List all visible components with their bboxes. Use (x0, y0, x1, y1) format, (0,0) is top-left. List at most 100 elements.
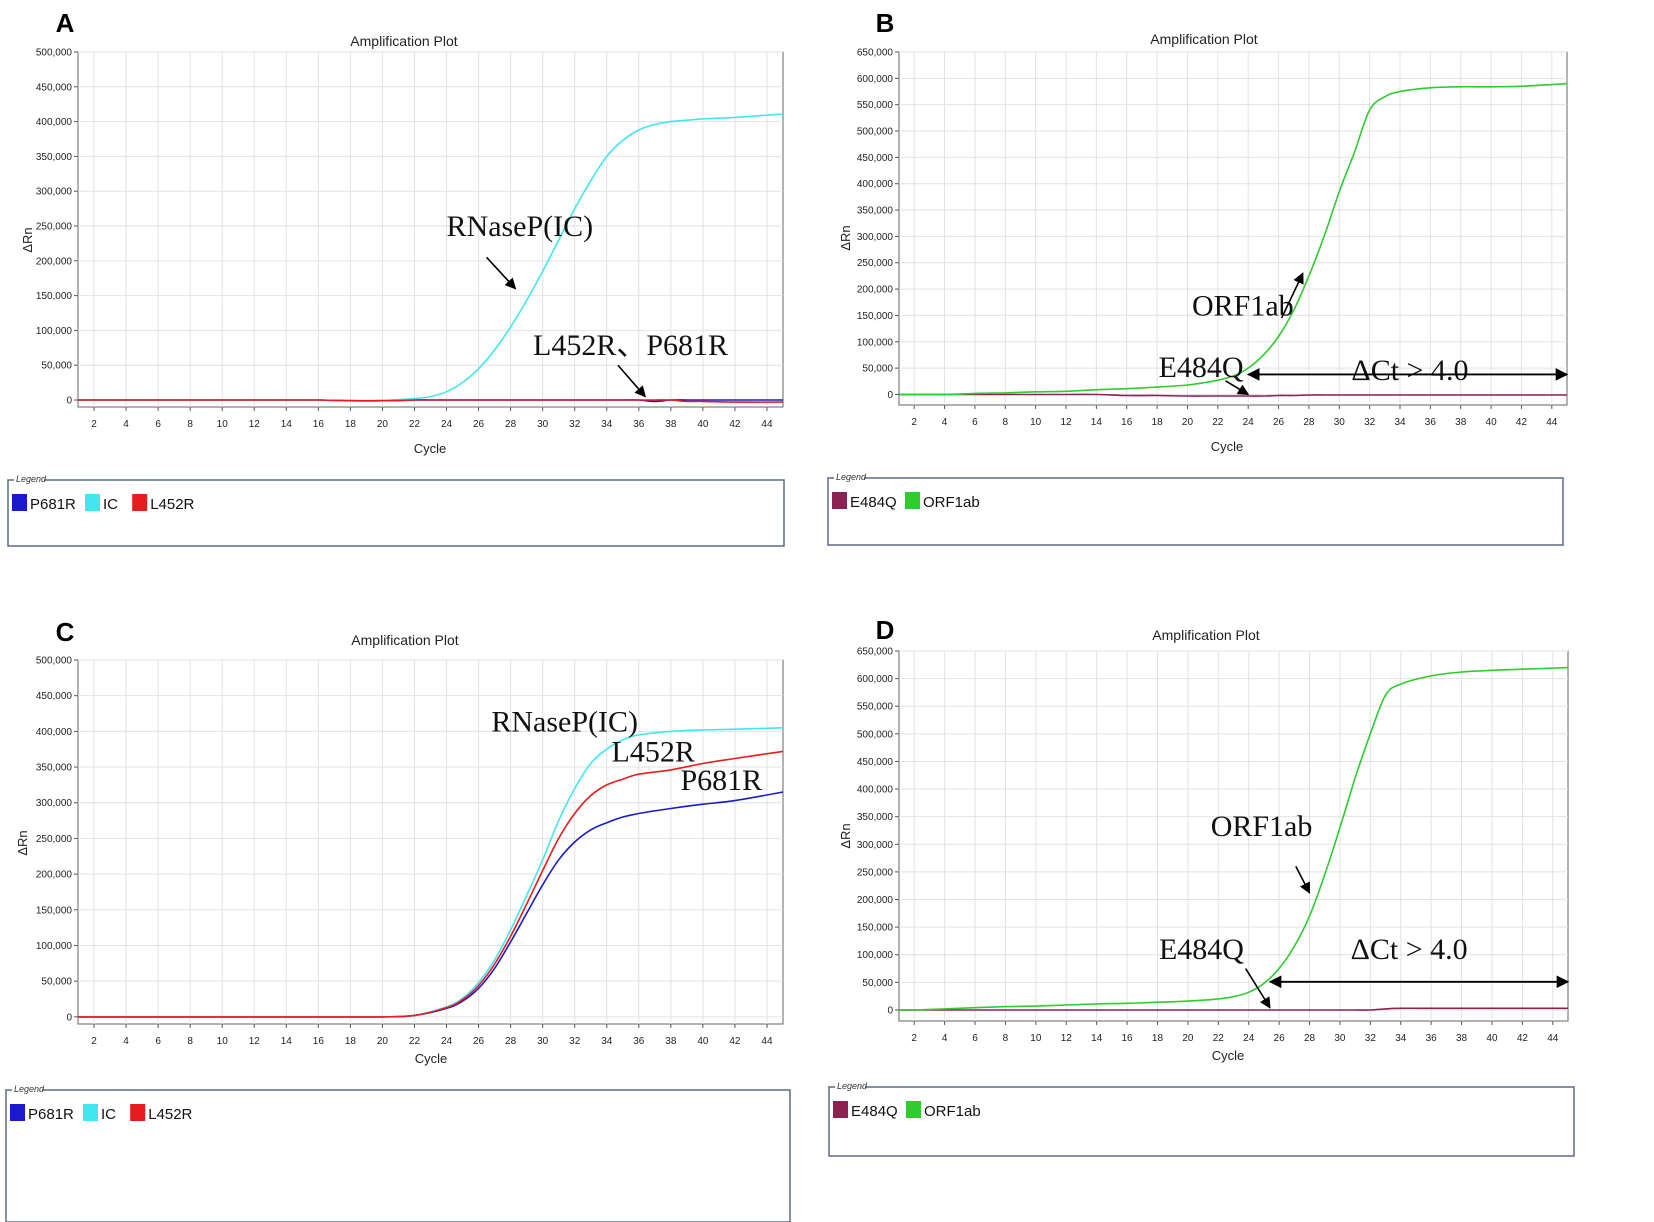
y-tick-label: 50,000 (862, 364, 893, 375)
panel-label: D (876, 615, 895, 645)
x-tick-label: 18 (345, 1036, 357, 1047)
series-line-e484q (898, 393, 1567, 397)
x-tick-label: 4 (942, 1033, 948, 1044)
x-tick-label: 34 (601, 419, 613, 430)
x-tick-label: 2 (911, 417, 917, 428)
annotation-arrow (485, 256, 517, 290)
legend-swatch-l452r (130, 1104, 146, 1121)
y-tick-label: 450,000 (36, 82, 73, 93)
x-tick-label: 18 (1152, 1033, 1164, 1044)
x-tick-label: 16 (1122, 1033, 1134, 1044)
panel-d: D Amplification Plot 0 50,000 100,000 150,000… (827, 611, 1654, 1222)
y-tick-label: 0 (66, 396, 72, 407)
legend-swatch-p681r (12, 494, 27, 511)
x-tick-label: 30 (537, 419, 549, 430)
annotation-label: E484Q (1159, 933, 1244, 966)
grid (78, 659, 783, 1024)
x-tick-label: 16 (313, 419, 325, 430)
plot-area (898, 51, 1568, 406)
legend: Legend P681R IC L452R (5, 1084, 791, 1222)
panel-a: A Amplification Plot 0 50,000 100,000 150,000… (0, 0, 827, 611)
y-tick-label: 100,000 (36, 941, 73, 952)
y-axis-label: ΔRn (20, 227, 35, 252)
y-tick-label: 200,000 (36, 870, 73, 881)
y-tick-label: 100,000 (857, 337, 894, 348)
y-axis-label: ΔRn (838, 225, 853, 250)
panel-c: C Amplification Plot 0 50,000 100,000 150,000… (0, 611, 827, 1222)
x-tick-label: 22 (409, 419, 421, 430)
annotation-arrow (1244, 968, 1271, 1009)
x-tick-label: 22 (409, 1036, 421, 1047)
legend-title: Legend (837, 1081, 868, 1091)
x-tick-label: 8 (187, 419, 193, 430)
plot-area (77, 51, 784, 408)
legend-box (7, 479, 785, 547)
panel-label: B (876, 8, 895, 38)
x-tick-label: 36 (1425, 417, 1437, 428)
x-axis-label: Cycle (415, 1051, 448, 1066)
amplification-plot-b: B Amplification Plot 0 50,000 100,000 150,000… (827, 8, 1569, 546)
legend-swatch-e484q (833, 1101, 848, 1118)
series-line-l452r (78, 399, 784, 403)
x-tick-label: 8 (187, 1036, 193, 1047)
grid (899, 51, 1567, 405)
y-tick-label: 500,000 (36, 48, 73, 59)
legend: Legend E484Q ORF1ab (827, 472, 1564, 546)
amplification-plot-c: C Amplification Plot 0 50,000 100,000 150,000… (5, 617, 791, 1222)
x-tick-label: 18 (345, 419, 357, 430)
x-tick-label: 4 (942, 417, 948, 428)
y-tick-label: 600,000 (857, 674, 894, 685)
legend-swatch-ic (85, 494, 100, 511)
y-tick-label: 200,000 (857, 285, 894, 296)
x-tick-label: 22 (1212, 417, 1224, 428)
annotation-label: ΔCt > 4.0 (1351, 933, 1468, 966)
x-tick-label: 6 (972, 1033, 978, 1044)
x-tick-label: 2 (91, 1036, 97, 1047)
legend-title: Legend (14, 1084, 45, 1094)
legend-label-l452r: L452R (148, 1106, 192, 1123)
y-tick-label: 400,000 (857, 179, 894, 190)
x-tick-label: 22 (1213, 1033, 1225, 1044)
legend-label-orf1ab: ORF1ab (924, 1103, 981, 1120)
x-tick-label: 24 (441, 1036, 453, 1047)
annotation-label: RNaseP(IC) (447, 210, 594, 243)
x-tick-label: 8 (1002, 417, 1008, 428)
annotation-label: RNaseP(IC) (491, 705, 638, 738)
x-tick-label: 28 (1303, 417, 1315, 428)
x-tick-label: 38 (1455, 417, 1467, 428)
y-tick-label: 500,000 (36, 656, 73, 667)
y-tick-label: 0 (66, 1012, 72, 1023)
x-tick-label: 10 (217, 1036, 229, 1047)
y-tick-label: 450,000 (36, 691, 73, 702)
x-tick-label: 26 (473, 419, 485, 430)
x-tick-label: 14 (1091, 1033, 1103, 1044)
x-tick-label: 38 (665, 419, 677, 430)
x-tick-label: 8 (1003, 1033, 1009, 1044)
x-tick-label: 4 (123, 1036, 129, 1047)
x-tick-label: 16 (313, 1036, 325, 1047)
legend-title-bg (12, 1084, 42, 1094)
x-tick-label: 44 (1547, 1033, 1559, 1044)
legend-box (827, 477, 1564, 546)
annotation-label: ORF1ab (1192, 289, 1294, 322)
x-tick-label: 30 (1334, 417, 1346, 428)
legend: Legend P681R IC L452R (7, 474, 785, 547)
x-tick-label: 26 (1274, 1033, 1286, 1044)
annotation-label: L452R (612, 735, 695, 768)
x-tick-label: 42 (1517, 1033, 1529, 1044)
legend-label-ic: IC (103, 496, 118, 513)
x-tick-label: 2 (91, 419, 97, 430)
legend-title-bg (14, 474, 44, 484)
y-tick-label: 250,000 (857, 258, 894, 269)
y-tick-label: 100,000 (36, 326, 73, 337)
x-tick-label: 20 (377, 1036, 389, 1047)
series-line-l452r (78, 750, 784, 1018)
y-tick-label: 250,000 (36, 834, 73, 845)
x-tick-label: 40 (697, 1036, 709, 1047)
panel-label: A (56, 8, 75, 38)
x-tick-label: 6 (972, 417, 978, 428)
x-tick-label: 44 (761, 1036, 773, 1047)
y-tick-label: 50,000 (41, 977, 72, 988)
y-tick-label: 150,000 (36, 291, 73, 302)
x-tick-label: 42 (1516, 417, 1528, 428)
